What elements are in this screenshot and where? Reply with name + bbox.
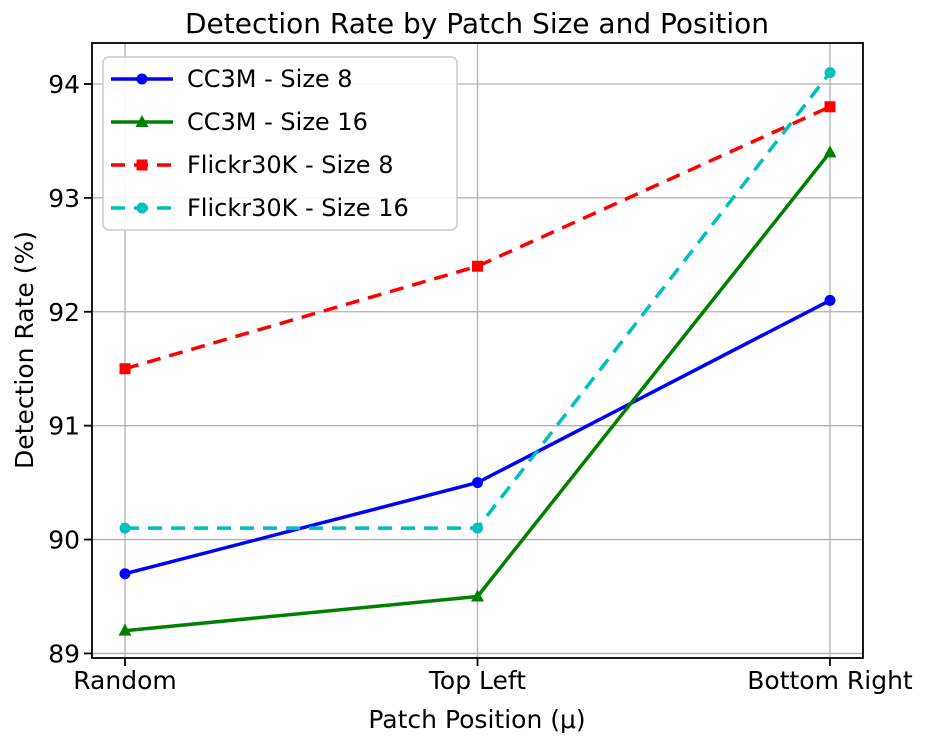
legend-item: Flickr30K - Size 16 bbox=[111, 194, 409, 222]
series-line bbox=[124, 105, 831, 371]
legend: CC3M - Size 8 CC3M - Size 16 Flickr30K - S… bbox=[102, 56, 458, 231]
data-point bbox=[118, 623, 132, 636]
x-tick-label: Bottom Right bbox=[747, 666, 913, 695]
series-layer bbox=[118, 67, 837, 636]
y-tick-label: 94 bbox=[48, 70, 80, 99]
data-point bbox=[119, 522, 131, 534]
legend-item: CC3M - Size 16 bbox=[111, 108, 368, 136]
y-tick-label: 89 bbox=[48, 639, 80, 668]
tick-layer: 89 90 91 92 93 94 Random Top Left Bottom Right bbox=[48, 70, 913, 695]
legend-item: CC3M - Size 8 bbox=[111, 65, 353, 93]
y-tick-label: 93 bbox=[48, 184, 80, 213]
data-point bbox=[824, 101, 836, 113]
x-axis-label: Patch Position (μ) bbox=[368, 705, 585, 734]
data-point bbox=[823, 145, 837, 158]
y-tick-label: 91 bbox=[48, 412, 80, 441]
legend-item: Flickr30K - Size 8 bbox=[111, 151, 393, 179]
chart-title: Detection Rate by Patch Size and Positio… bbox=[185, 7, 769, 40]
data-point bbox=[472, 522, 483, 534]
y-axis-label: Detection Rate (%) bbox=[10, 231, 39, 469]
x-tick-label: Random bbox=[73, 666, 177, 695]
legend-item-label: CC3M - Size 16 bbox=[187, 108, 368, 136]
legend-marker bbox=[135, 115, 149, 127]
data-point bbox=[824, 294, 836, 306]
data-point bbox=[471, 589, 484, 602]
legend-item-label: Flickr30K - Size 16 bbox=[187, 194, 409, 222]
y-tick-label: 90 bbox=[48, 526, 80, 555]
legend-frame bbox=[102, 56, 458, 231]
x-tick-label: Top Left bbox=[428, 666, 526, 695]
data-point bbox=[824, 67, 836, 79]
legend-marker bbox=[136, 73, 148, 85]
data-point bbox=[472, 260, 483, 272]
legend-item-label: Flickr30K - Size 8 bbox=[187, 151, 393, 179]
legend-item-label: CC3M - Size 8 bbox=[187, 65, 353, 93]
data-point bbox=[472, 477, 483, 489]
data-point bbox=[119, 568, 131, 580]
legend-marker bbox=[136, 159, 148, 171]
legend-marker bbox=[136, 202, 148, 214]
data-point bbox=[119, 363, 131, 375]
y-tick-label: 92 bbox=[48, 298, 80, 327]
